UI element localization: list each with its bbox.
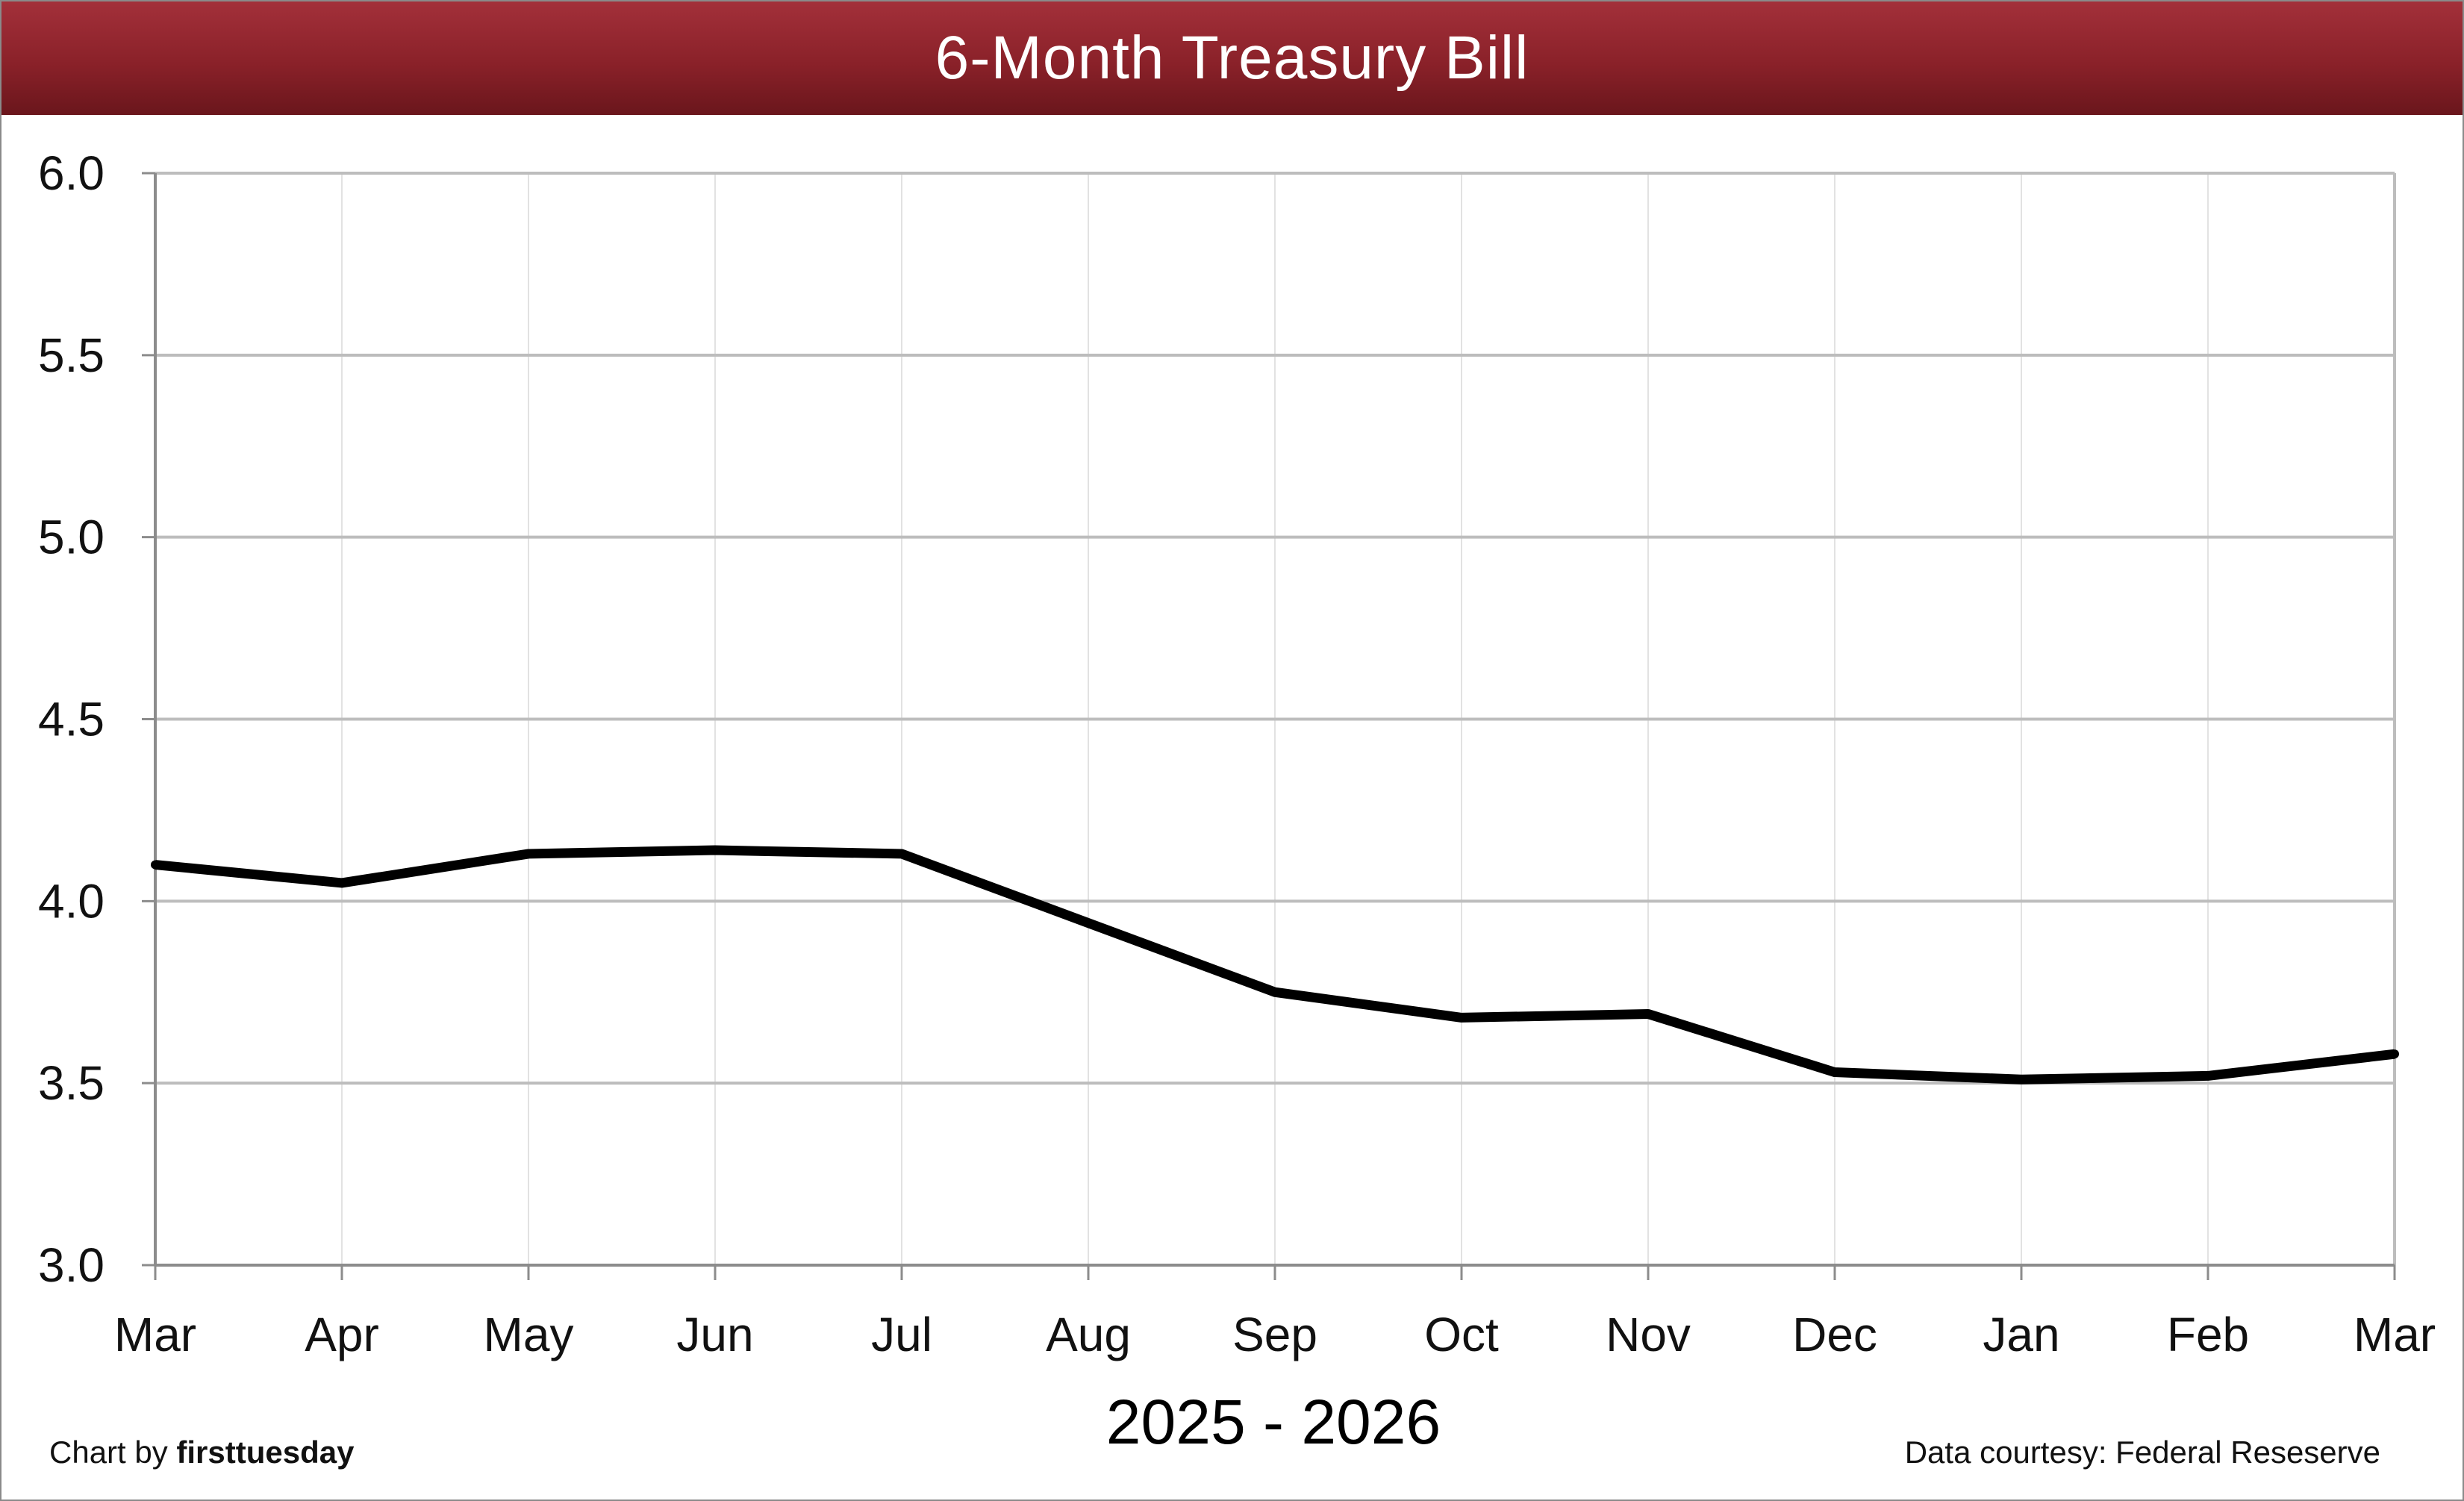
x-tick-label: Feb (2167, 1308, 2249, 1361)
data-source: Data courtesy: Federal Reseserve (1904, 1435, 2380, 1470)
data-point (2203, 1071, 2212, 1081)
grid-lines (155, 172, 2396, 1265)
x-tick-label: Sep (1232, 1308, 1317, 1361)
data-point (1270, 987, 1279, 997)
x-axis-label: 2025 - 2026 (1106, 1387, 1441, 1457)
credit-brand: firsttuesday (176, 1435, 355, 1470)
x-tick-label: Jul (871, 1308, 932, 1361)
data-point (1457, 1013, 1466, 1023)
y-tick-label: 6.0 (38, 146, 105, 200)
data-point (1830, 1067, 1839, 1077)
data-point (2017, 1075, 2026, 1085)
x-tick-label: Apr (305, 1308, 379, 1361)
chart-title: 6-Month Treasury Bill (935, 24, 1529, 92)
y-tick-label: 5.0 (38, 511, 105, 564)
credit-prefix: Chart by (49, 1435, 177, 1470)
y-tick-label: 4.5 (38, 693, 105, 746)
x-tick-label: Dec (1792, 1308, 1877, 1361)
x-tick-label: Jan (1983, 1308, 2059, 1361)
x-tick-label: Mar (2354, 1308, 2436, 1361)
x-tick-labels: Mar Apr May Jun Jul Aug Sep Oct Nov Dec Jan Feb Mar (114, 1308, 2436, 1361)
x-tick-label: Jun (676, 1308, 753, 1361)
data-point (897, 849, 906, 858)
data-point (2390, 1049, 2399, 1059)
x-tick-label: Nov (1606, 1308, 1691, 1361)
data-point (524, 849, 533, 858)
y-tick-label: 3.0 (38, 1238, 105, 1292)
x-tick-label: Mar (114, 1308, 196, 1361)
data-point (337, 878, 346, 887)
data-point (1084, 918, 1093, 928)
y-tick-labels: 3.0 3.5 4.0 4.5 5.0 5.5 6.0 (38, 146, 105, 1292)
data-point (151, 860, 160, 870)
title-bar: 6-Month Treasury Bill (1, 1, 2463, 115)
data-point (711, 846, 720, 855)
x-tick-label: Oct (1424, 1308, 1499, 1361)
x-tick-label: Aug (1046, 1308, 1131, 1361)
y-tick-label: 3.5 (38, 1056, 105, 1110)
chart-credit: Chart by firsttuesday (49, 1435, 354, 1470)
y-tick-label: 4.0 (38, 874, 105, 928)
x-tick-label: May (484, 1308, 574, 1361)
y-tick-label: 5.5 (38, 328, 105, 382)
series-layer (151, 845, 2399, 1085)
data-point (1644, 1009, 1653, 1019)
axes (142, 172, 2396, 1280)
